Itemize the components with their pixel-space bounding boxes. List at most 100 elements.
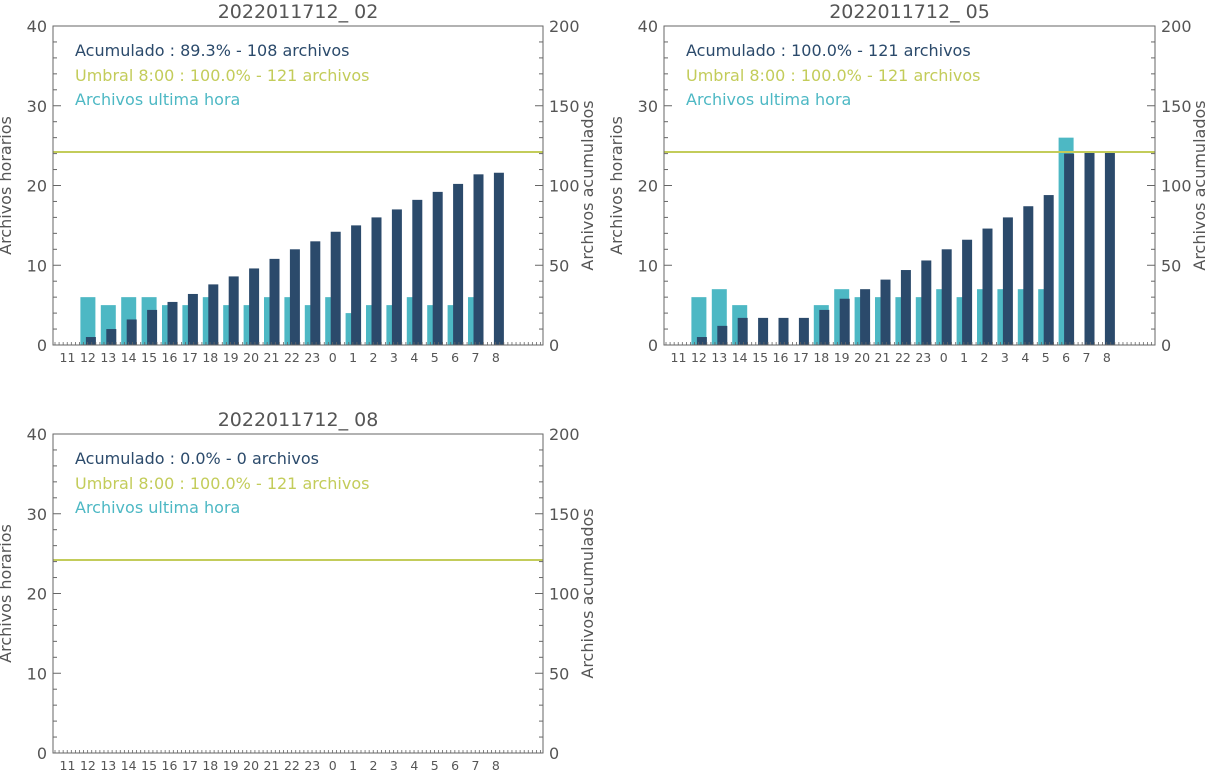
cumulative-bar xyxy=(85,337,96,345)
legend-hourly: Archivos ultima hora xyxy=(75,498,240,517)
x-tick-label: 23 xyxy=(304,350,320,365)
cumulative-bar xyxy=(167,301,178,345)
y-left-tick-label: 10 xyxy=(27,664,47,683)
cumulative-bar xyxy=(310,241,321,345)
x-tick-label: 3 xyxy=(1001,350,1009,365)
x-tick-label: 5 xyxy=(431,758,439,771)
x-tick-label: 5 xyxy=(1042,350,1050,365)
x-tick-label: 6 xyxy=(451,758,459,771)
x-tick-label: 14 xyxy=(121,758,137,771)
legend-threshold: Umbral 8:00 : 100.0% - 121 archivos xyxy=(686,66,980,85)
cumulative-bar xyxy=(289,249,300,345)
x-tick-label: 18 xyxy=(813,350,829,365)
x-tick-label: 16 xyxy=(773,350,789,365)
cumulative-bar xyxy=(900,270,911,345)
x-tick-label: 8 xyxy=(492,350,500,365)
y-left-tick-label: 20 xyxy=(27,585,47,604)
cumulative-bar xyxy=(1023,206,1034,345)
x-tick-label: 23 xyxy=(304,758,320,771)
legend-cumulative: Acumulado : 0.0% - 0 archivos xyxy=(75,449,319,468)
y-left-tick-label: 30 xyxy=(27,505,47,524)
x-tick-label: 0 xyxy=(940,350,948,365)
cumulative-bar xyxy=(106,329,117,345)
cumulative-bar xyxy=(249,268,260,345)
x-tick-label: 16 xyxy=(162,758,178,771)
x-tick-label: 21 xyxy=(264,758,280,771)
x-tick-label: 13 xyxy=(100,758,116,771)
y-right-tick-label: 150 xyxy=(549,505,580,524)
cumulative-bar xyxy=(860,289,871,345)
cumulative-bar xyxy=(187,293,198,345)
cumulative-bar xyxy=(493,172,504,345)
x-tick-label: 22 xyxy=(895,350,911,365)
y-left-axis-label: Archivos horarios xyxy=(0,116,15,255)
y-left-tick-label: 20 xyxy=(638,177,658,196)
cumulative-bar xyxy=(147,309,158,345)
y-right-tick-label: 100 xyxy=(549,177,580,196)
x-tick-label: 16 xyxy=(162,350,178,365)
x-tick-label: 3 xyxy=(390,758,398,771)
x-tick-label: 22 xyxy=(284,350,300,365)
legend-threshold: Umbral 8:00 : 100.0% - 121 archivos xyxy=(75,66,369,85)
legend-cumulative: Acumulado : 89.3% - 108 archivos xyxy=(75,41,350,60)
x-tick-label: 3 xyxy=(390,350,398,365)
x-tick-label: 4 xyxy=(1021,350,1029,365)
x-tick-label: 12 xyxy=(80,758,96,771)
hourly-bar xyxy=(80,297,96,345)
x-tick-label: 2 xyxy=(981,350,989,365)
x-tick-label: 17 xyxy=(793,350,809,365)
x-tick-label: 5 xyxy=(431,350,439,365)
legend-cumulative: Acumulado : 100.0% - 121 archivos xyxy=(686,41,971,60)
x-tick-label: 7 xyxy=(1083,350,1091,365)
y-left-tick-label: 0 xyxy=(37,336,47,355)
x-tick-label: 12 xyxy=(691,350,707,365)
legend-threshold: Umbral 8:00 : 100.0% - 121 archivos xyxy=(75,474,369,493)
cumulative-bar xyxy=(758,317,769,345)
y-right-tick-label: 50 xyxy=(549,256,569,275)
y-left-tick-label: 0 xyxy=(648,336,658,355)
y-left-tick-label: 40 xyxy=(27,17,47,36)
y-right-tick-label: 0 xyxy=(549,336,559,355)
x-tick-label: 1 xyxy=(960,350,968,365)
cumulative-bar xyxy=(371,217,382,345)
x-tick-label: 2 xyxy=(370,758,378,771)
x-tick-label: 13 xyxy=(711,350,727,365)
y-right-tick-label: 50 xyxy=(549,664,569,683)
x-tick-label: 19 xyxy=(834,350,850,365)
chart-title: 2022011712_ 02 xyxy=(218,1,379,23)
x-tick-label: 11 xyxy=(671,350,687,365)
x-tick-label: 14 xyxy=(121,350,137,365)
x-tick-label: 4 xyxy=(410,758,418,771)
y-left-tick-label: 30 xyxy=(638,97,658,116)
y-right-tick-label: 200 xyxy=(1161,17,1192,36)
y-right-tick-label: 200 xyxy=(549,17,580,36)
chart-title: 2022011712_ 08 xyxy=(218,409,379,431)
y-right-tick-label: 0 xyxy=(1161,336,1171,355)
x-tick-label: 20 xyxy=(854,350,870,365)
y-left-axis-label: Archivos horarios xyxy=(607,116,626,255)
y-left-tick-label: 10 xyxy=(27,256,47,275)
x-tick-label: 4 xyxy=(410,350,418,365)
y-right-tick-label: 150 xyxy=(549,97,580,116)
x-tick-label: 23 xyxy=(915,350,931,365)
cumulative-bar xyxy=(453,183,464,345)
cumulative-bar xyxy=(696,337,707,345)
cumulative-bar xyxy=(1002,217,1013,345)
legend-hourly: Archivos ultima hora xyxy=(686,90,851,109)
y-right-axis-label: Archivos acumulados xyxy=(578,100,597,270)
cumulative-bar xyxy=(208,284,219,345)
y-left-tick-label: 40 xyxy=(27,425,47,444)
x-tick-label: 18 xyxy=(202,758,218,771)
y-left-tick-label: 0 xyxy=(37,744,47,763)
y-left-tick-label: 40 xyxy=(638,17,658,36)
x-tick-label: 6 xyxy=(451,350,459,365)
y-right-tick-label: 100 xyxy=(1161,177,1192,196)
x-tick-label: 11 xyxy=(60,758,76,771)
cumulative-bar xyxy=(473,174,484,345)
x-tick-label: 0 xyxy=(329,350,337,365)
y-right-tick-label: 0 xyxy=(549,744,559,763)
x-tick-label: 6 xyxy=(1062,350,1070,365)
